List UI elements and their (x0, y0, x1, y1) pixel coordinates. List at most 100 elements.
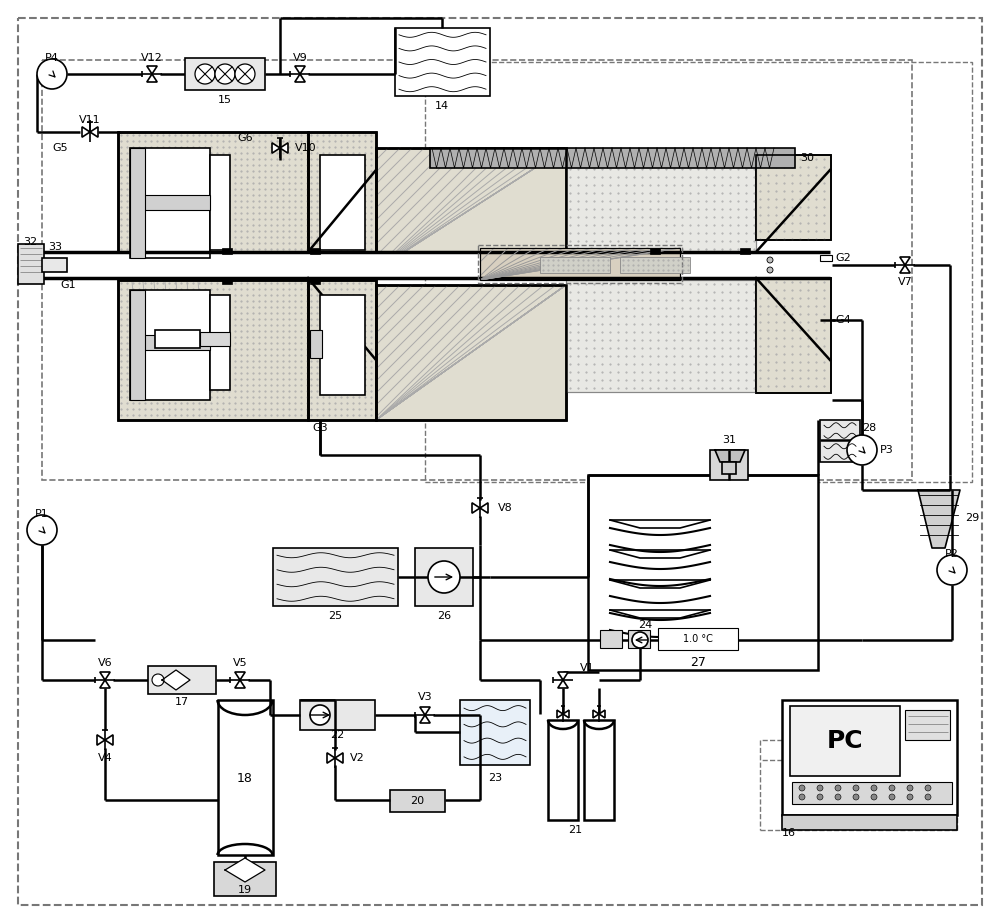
Bar (210, 295, 230, 390)
Text: G3: G3 (312, 423, 328, 433)
Bar (792, 782, 952, 804)
Bar (118, 280, 308, 420)
Text: V9: V9 (293, 53, 307, 63)
Bar (756, 278, 831, 393)
Text: V12: V12 (141, 53, 163, 63)
Bar (222, 278, 232, 284)
Bar (222, 248, 232, 254)
Bar (548, 720, 578, 820)
Circle shape (215, 64, 235, 84)
Polygon shape (558, 680, 568, 688)
Bar (218, 700, 273, 855)
Text: 27: 27 (690, 655, 706, 668)
Circle shape (27, 515, 57, 545)
Polygon shape (420, 715, 430, 723)
Text: V10: V10 (295, 143, 317, 153)
Circle shape (853, 794, 859, 800)
Text: 22: 22 (330, 730, 344, 740)
Polygon shape (327, 753, 335, 763)
Text: PC: PC (827, 729, 863, 753)
Bar (273, 548, 398, 606)
Circle shape (925, 794, 931, 800)
Text: 30: 30 (800, 153, 814, 163)
Bar (588, 475, 818, 670)
Bar (308, 280, 376, 420)
Circle shape (632, 632, 648, 648)
Polygon shape (235, 672, 245, 680)
Bar (200, 332, 230, 346)
Bar (425, 62, 972, 482)
Bar (782, 815, 957, 830)
Text: V3: V3 (418, 692, 432, 702)
Polygon shape (420, 707, 430, 715)
Bar (460, 700, 530, 765)
Text: 33: 33 (48, 242, 62, 252)
Bar (790, 706, 900, 776)
Text: 20: 20 (410, 796, 424, 806)
Text: V4: V4 (98, 753, 112, 763)
Polygon shape (558, 672, 568, 680)
Bar (300, 700, 375, 730)
Polygon shape (100, 672, 110, 680)
Bar (130, 335, 210, 350)
Bar (782, 700, 957, 815)
Text: V2: V2 (350, 753, 365, 763)
Bar (308, 132, 376, 272)
Text: G5: G5 (52, 143, 68, 153)
Polygon shape (225, 858, 265, 882)
Bar (600, 630, 622, 648)
Circle shape (937, 555, 967, 585)
Text: 25: 25 (328, 611, 342, 621)
Bar (308, 132, 376, 272)
Text: 17: 17 (175, 697, 189, 707)
Bar (130, 195, 210, 210)
Bar (42, 258, 67, 272)
Text: V8: V8 (498, 503, 513, 513)
Circle shape (799, 794, 805, 800)
Text: G4: G4 (835, 315, 851, 325)
Bar (376, 285, 566, 420)
Polygon shape (593, 710, 599, 718)
Circle shape (835, 794, 841, 800)
Polygon shape (100, 680, 110, 688)
Text: 26: 26 (437, 611, 451, 621)
Bar (310, 278, 320, 284)
Bar (130, 148, 210, 258)
Bar (540, 257, 610, 273)
Circle shape (799, 785, 805, 791)
Circle shape (428, 561, 460, 593)
Polygon shape (235, 680, 245, 688)
Bar (740, 248, 750, 254)
Bar (320, 155, 365, 250)
Text: V5: V5 (233, 658, 247, 668)
Bar (130, 290, 145, 400)
Circle shape (847, 435, 877, 465)
Bar (214, 862, 276, 896)
Bar (376, 148, 566, 270)
Text: 32: 32 (23, 237, 37, 247)
Circle shape (871, 794, 877, 800)
Bar (480, 248, 680, 280)
Text: P1: P1 (35, 509, 49, 519)
Bar (320, 295, 365, 395)
Bar (650, 248, 660, 254)
Text: P4: P4 (45, 53, 59, 63)
Text: 31: 31 (722, 435, 736, 445)
Text: 14: 14 (435, 101, 449, 111)
Polygon shape (335, 753, 343, 763)
Polygon shape (147, 74, 157, 82)
Text: 18: 18 (237, 772, 253, 785)
Circle shape (767, 267, 773, 273)
Text: V1: V1 (580, 663, 595, 673)
Polygon shape (900, 265, 910, 273)
Bar (756, 278, 831, 393)
Circle shape (195, 64, 215, 84)
Circle shape (152, 674, 164, 686)
Bar (478, 245, 682, 283)
Polygon shape (900, 257, 910, 265)
Polygon shape (715, 450, 745, 462)
Circle shape (37, 59, 67, 89)
Polygon shape (82, 126, 90, 138)
Bar (756, 155, 831, 240)
Text: P3: P3 (880, 445, 894, 455)
